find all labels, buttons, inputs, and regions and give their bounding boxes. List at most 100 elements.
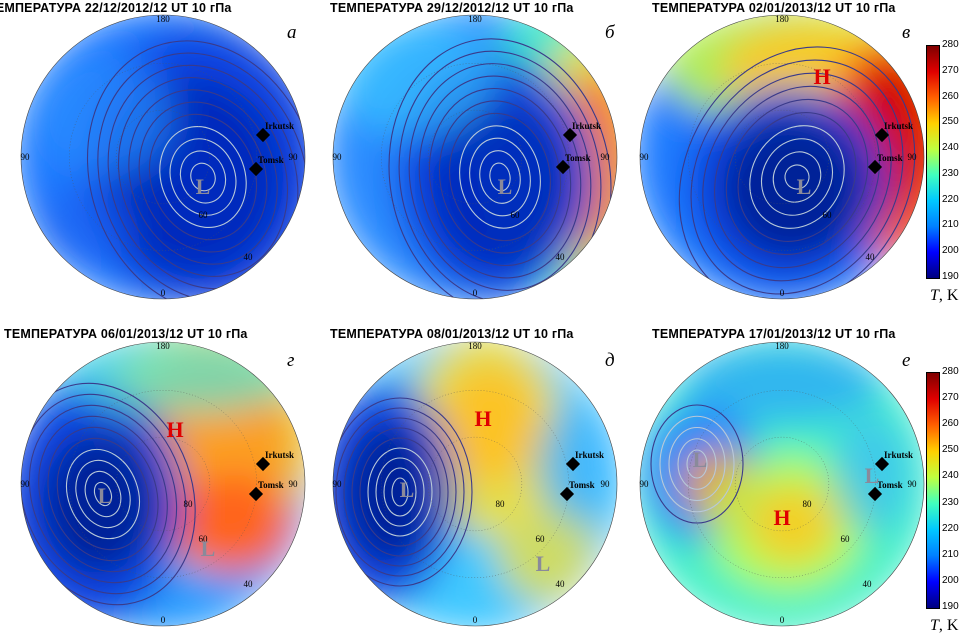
- temperature-field-region: [335, 17, 495, 137]
- longitude-label-180: 180: [156, 341, 170, 351]
- latitude-circle: [427, 109, 523, 205]
- latitude-label: 60: [199, 210, 209, 220]
- latitude-circle: [115, 109, 211, 205]
- geopotential-contour: [659, 415, 735, 513]
- longitude-label-180: 180: [468, 14, 482, 24]
- geopotential-contour: [479, 150, 521, 204]
- colorbar-tick-label: 280: [942, 366, 959, 377]
- low-pressure-center: L: [536, 551, 551, 576]
- colorbar-tick-label: 270: [942, 64, 959, 76]
- low-pressure-center: L: [196, 174, 211, 199]
- station-marker-tomsk: [248, 486, 264, 502]
- station-marker-irkutsk: [562, 127, 578, 143]
- latitude-circle: [688, 390, 876, 578]
- station-marker-irkutsk: [255, 127, 271, 143]
- latitude-circle: [115, 436, 211, 532]
- station-label-tomsk: Tomsk: [258, 480, 284, 490]
- geopotential-contour: [351, 427, 449, 557]
- colorbar-tick-label: 200: [942, 245, 959, 257]
- panel-d-letter: г: [287, 350, 295, 371]
- polar-map-c: 180 90 90 0 60 40 Irkutsk Tomsk H L: [640, 14, 925, 300]
- geopotential-contour: [190, 162, 216, 192]
- panel-a-letter: а: [287, 22, 297, 43]
- latitude-label: 80: [496, 499, 506, 509]
- temperature-field-region: [173, 474, 293, 574]
- station-label-irkutsk: Irkutsk: [265, 121, 294, 131]
- longitude-label-left-90: 90: [333, 479, 343, 489]
- geopotential-contour: [117, 77, 289, 277]
- high-pressure-center: H: [813, 64, 830, 89]
- geopotential-contour: [93, 481, 113, 507]
- panel-f-letter: е: [902, 350, 911, 371]
- station-label-irkutsk: Irkutsk: [575, 450, 604, 460]
- geopotential-contour: [21, 382, 196, 606]
- map-border: [20, 341, 306, 627]
- station-marker-irkutsk: [874, 127, 890, 143]
- longitude-label-left-90: 90: [640, 479, 650, 489]
- colorbar-tick-label: 270: [942, 392, 959, 404]
- geopotential-contour: [737, 112, 857, 242]
- panel-d-title: ТЕМПЕРАТУРА 06/01/2013/12 UT 10 гПа: [4, 327, 248, 341]
- station-marker-tomsk: [559, 486, 575, 502]
- geopotential-contour: [702, 72, 892, 282]
- map-border: [332, 341, 618, 627]
- geopotential-contour: [469, 137, 531, 217]
- geopotential-contour: [428, 87, 572, 267]
- latitude-circle: [381, 390, 569, 578]
- geopotential-contour: [84, 470, 122, 518]
- panel-e: 180 90 90 0 80 60 40 Irkutsk Tomsk H L L: [323, 332, 627, 636]
- longitude-label-0: 0: [780, 615, 785, 625]
- longitude-label-left-90: 90: [333, 152, 343, 162]
- geopotential-contour: [335, 407, 465, 577]
- low-pressure-center: L: [400, 477, 415, 502]
- station-label-tomsk: Tomsk: [877, 480, 903, 490]
- geopotential-contour: [398, 50, 602, 299]
- station-marker-tomsk: [867, 159, 883, 175]
- panel-c-letter: в: [902, 22, 911, 43]
- temperature-field-region: [345, 424, 435, 564]
- temperature-field-region: [33, 187, 133, 267]
- panel-b: 180 90 90 0 60 40 Irkutsk Tomsk L: [323, 5, 627, 309]
- geopotential-contour: [690, 59, 904, 295]
- geopotential-contour: [38, 415, 168, 573]
- latitude-circle: [69, 63, 257, 251]
- colorbar-tick-label: 210: [942, 548, 959, 560]
- longitude-label-right-90: 90: [908, 152, 918, 162]
- panel-a: 180 90 90 0 60 40 Irkutsk Tomsk L: [11, 5, 315, 309]
- low-pressure-center: L: [797, 174, 812, 199]
- panel-a-title: ТЕМПЕРАТУРА 22/12/2012/12 UT 10 гПа: [0, 1, 232, 15]
- panel-c-title: ТЕМПЕРАТУРА 02/01/2013/12 UT 10 гПа: [652, 1, 896, 15]
- geopotential-contour: [159, 125, 247, 229]
- latitude-label: 40: [866, 252, 876, 262]
- longitude-label-right-90: 90: [601, 479, 611, 489]
- temperature-field-region: [682, 344, 882, 424]
- longitude-label-0: 0: [161, 288, 166, 298]
- station-label-irkutsk: Irkutsk: [884, 121, 913, 131]
- latitude-label: 40: [863, 579, 873, 589]
- polar-map-e: 180 90 90 0 80 60 40 Irkutsk Tomsk H L L: [332, 341, 618, 627]
- longitude-label-left-90: 90: [640, 152, 650, 162]
- geopotential-contour: [333, 397, 473, 587]
- latitude-label: 60: [823, 210, 833, 220]
- geopotential-contour: [459, 125, 541, 229]
- latitude-label: 40: [556, 579, 566, 589]
- latitude-circle: [69, 390, 257, 578]
- latitude-circle: [381, 63, 569, 251]
- geopotential-contour: [686, 449, 708, 479]
- geopotential-contour: [772, 151, 822, 203]
- longitude-label-left-90: 90: [21, 479, 31, 489]
- polar-map-a: 180 90 90 0 60 40 Irkutsk Tomsk L: [21, 14, 306, 300]
- longitude-label-right-90: 90: [601, 152, 611, 162]
- longitude-label-0: 0: [161, 615, 166, 625]
- geopotential-contour: [128, 89, 278, 265]
- temperature-field-region: [33, 57, 173, 177]
- colorbar-bottom-unit: T, K: [930, 617, 959, 634]
- geopotential-contour: [66, 448, 140, 540]
- colorbar-tick-label: 240: [942, 470, 959, 482]
- colorbar-tick-label: 200: [942, 574, 959, 586]
- colorbar-tick-label: 220: [942, 193, 959, 205]
- latitude-label: 40: [556, 252, 566, 262]
- geopotential-contour: [760, 138, 834, 216]
- colorbar-tick-label: 220: [942, 522, 959, 534]
